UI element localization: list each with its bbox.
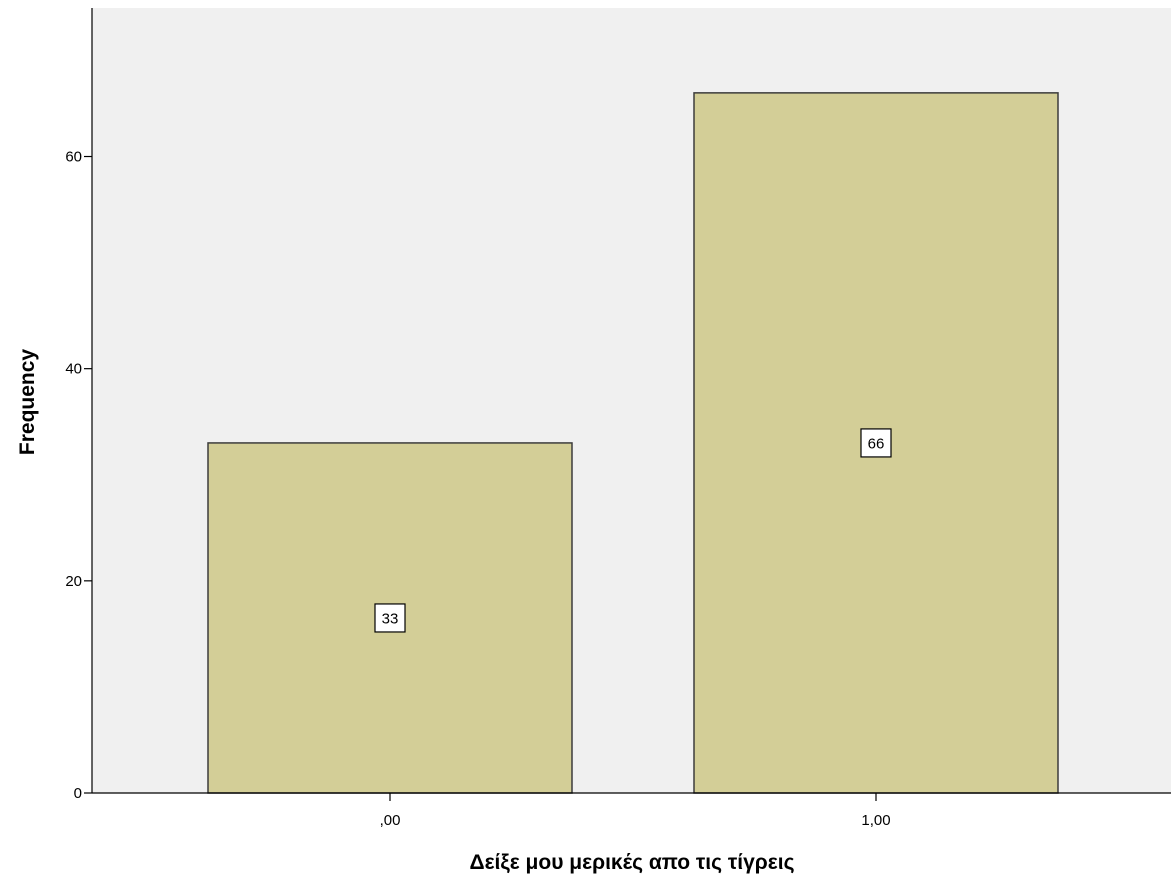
y-axis-title: Frequency <box>16 349 39 456</box>
data-label-text: 66 <box>868 435 885 452</box>
x-axis-title: Δείξε μου μερικές απο τις τίγρεις <box>470 851 795 874</box>
data-label-1: 33 <box>374 603 406 633</box>
y-tick-label: 0 <box>74 785 82 802</box>
y-tick-label: 20 <box>65 573 82 590</box>
x-tick-label: ,00 <box>380 812 401 829</box>
data-labels-layer: 33 66 <box>374 428 892 633</box>
y-tick-label: 40 <box>65 361 82 378</box>
y-axis: 0 20 40 60 <box>65 8 93 802</box>
x-axis: ,00 1,00 <box>92 792 1171 829</box>
x-tick-label: 1,00 <box>861 812 890 829</box>
y-tick-label: 60 <box>65 149 82 166</box>
data-label-box <box>374 603 406 633</box>
data-label-box <box>860 428 892 458</box>
data-label-text: 33 <box>382 610 399 627</box>
data-label-2: 66 <box>860 428 892 458</box>
